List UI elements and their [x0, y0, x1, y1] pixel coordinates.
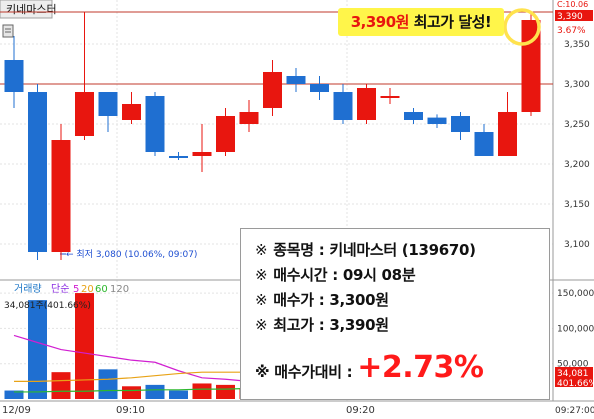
candlestick-series [4, 12, 541, 260]
legend-simple: 단순 [51, 283, 69, 295]
legend-ma5: 5 [73, 284, 79, 295]
low-label: ← 최저 3,080 (10.06%, 09:07) [66, 249, 197, 260]
volume-tick-label: 150,000 [557, 289, 594, 299]
time-label-0910: 09:10 [116, 405, 145, 416]
candle-body [474, 132, 494, 156]
time-label-end: 09:27:00 [555, 406, 594, 416]
candle-body [239, 112, 259, 124]
price-tick-label: 3,100 [564, 240, 590, 250]
callout-price: 3,390원 [350, 13, 410, 31]
candle-body [145, 96, 165, 152]
candle-body [169, 156, 188, 158]
volume-bar [98, 369, 118, 399]
info-line-buy-price: ※ 매수가 : 3,300원 [255, 291, 389, 309]
candle-body [404, 112, 423, 120]
toolbar-icon[interactable] [2, 24, 14, 38]
volume-bar [51, 372, 71, 399]
candle-body [286, 76, 306, 84]
candle-body [380, 96, 400, 98]
candle-body [28, 92, 47, 252]
time-label-date: 12/09 [2, 405, 31, 416]
price-tick-label: 3,150 [564, 200, 590, 210]
price-tick-label: 3,350 [564, 40, 590, 50]
high-callout: 3,390원 최고가 달성! [338, 8, 504, 36]
volume-current-value: 34,081 [557, 369, 589, 379]
price-top-label-2: 3.67% [557, 26, 586, 36]
candle-body [75, 92, 94, 136]
price-top-label-1: 3,390 [557, 12, 583, 22]
high-highlight-circle [503, 8, 541, 46]
price-tick-label: 3,200 [564, 160, 590, 170]
price-top-label-0: C:10.06 [557, 0, 588, 9]
legend-ma60: 60 [95, 284, 108, 295]
current-price-box [555, 10, 593, 21]
volume-current-box [555, 367, 593, 387]
volume-bar [192, 383, 212, 399]
price-axis-top: C:10.06 3,390 3.67% [555, 0, 593, 36]
price-axis-labels: 3,350 3,300 3,250 3,200 3,150 3,100 [564, 40, 590, 250]
candle-body [192, 152, 212, 156]
trade-info-box: ※ 종목명 : 키네마스터 (139670) ※ 매수시간 : 09시 08분 ※ 매… [240, 228, 550, 400]
volume-axis-labels: 150,000 100,000 50,000 [557, 289, 594, 370]
volume-current: 34,081 401.66% [555, 367, 594, 389]
info-line-high-price: ※ 최고가 : 3,390원 [255, 316, 389, 334]
volume-bar [122, 386, 141, 399]
volume-bar [169, 390, 188, 399]
legend-volume: 거래량 [14, 283, 42, 295]
callout-text: 최고가 달성! [413, 13, 492, 31]
volume-tick-label: 50,000 [557, 360, 589, 370]
volume-value-text: 34,081주(401.66%) [4, 300, 91, 311]
window-title: 키네마스터 [6, 3, 57, 16]
candle-body [216, 116, 235, 152]
candle-body [498, 112, 517, 156]
time-label-0920: 09:20 [346, 405, 375, 416]
volume-bar [4, 390, 24, 399]
price-axis-bg [553, 0, 594, 401]
legend-ma20: 20 [81, 284, 94, 295]
title-box [0, 0, 53, 19]
candle-body [122, 104, 141, 120]
price-tick-label: 3,300 [564, 80, 590, 90]
ratio-value: +2.73% [357, 350, 484, 385]
info-line-time: ※ 매수시간 : 09시 08분 [255, 266, 416, 284]
volume-legend: 거래량 단순 5 20 60 120 34,081주(401.66%) [4, 283, 129, 311]
volume-bar [28, 300, 47, 399]
volume-tick-label: 100,000 [557, 324, 594, 334]
candle-body [333, 92, 353, 120]
legend-ma120: 120 [110, 284, 129, 295]
candle-body [310, 84, 329, 92]
price-tick-label: 3,250 [564, 120, 590, 130]
info-line-name: ※ 종목명 : 키네마스터 (139670) [255, 241, 476, 259]
low-annotation: ← 최저 3,080 (10.06%, 09:07) [66, 249, 197, 260]
volume-bar [145, 384, 165, 399]
candle-body [451, 116, 470, 132]
volume-current-pct: 401.66% [557, 379, 594, 389]
candle-body [427, 117, 447, 124]
candle-body [51, 140, 71, 252]
volume-bar [216, 384, 235, 399]
candle-body [263, 72, 282, 108]
candle-body [4, 60, 24, 92]
info-line-ratio: ※ 매수가대비 : +2.73% [255, 350, 484, 385]
candle-body [357, 88, 376, 120]
candle-body [98, 92, 118, 116]
volume-bar [75, 293, 94, 399]
time-axis-labels: 12/09 09:10 09:20 09:27:00 [2, 405, 594, 416]
